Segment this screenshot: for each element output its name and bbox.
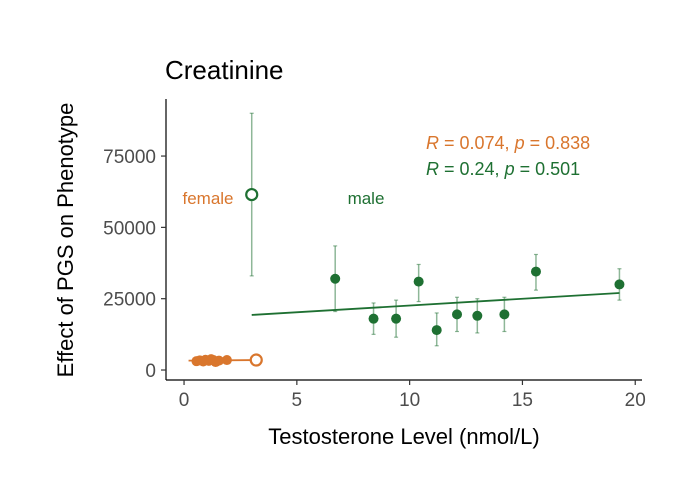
group-label-male: male bbox=[348, 189, 385, 208]
data-point-male bbox=[614, 279, 625, 290]
y-axis-ticks: 0 25000 50000 75000 bbox=[103, 147, 166, 382]
x-tick-label: 15 bbox=[512, 390, 533, 411]
y-tick-label: 25000 bbox=[103, 290, 156, 311]
outlier-point-male bbox=[245, 187, 259, 202]
group-label-female: female bbox=[182, 189, 233, 208]
x-axis-title: Testosterone Level (nmol/L) bbox=[268, 424, 539, 449]
data-point-male bbox=[368, 313, 379, 324]
fit-line-male bbox=[251, 292, 620, 316]
y-axis-title: Effect of PGS on Phenotype bbox=[53, 103, 78, 378]
y-tick-label: 50000 bbox=[103, 218, 156, 239]
x-tick-label: 20 bbox=[625, 390, 646, 411]
data-point-female bbox=[214, 355, 225, 366]
x-tick-label: 10 bbox=[399, 390, 420, 411]
annotation-female-p-label: p bbox=[514, 133, 525, 153]
y-tick-label: 75000 bbox=[103, 147, 156, 168]
annotation-female-p-value: = 0.838 bbox=[525, 133, 591, 153]
series-male bbox=[245, 112, 625, 347]
annotation-male-stats: R = 0.24, p = 0.501 bbox=[426, 159, 580, 179]
annotation-male-r-label: R bbox=[426, 159, 439, 179]
y-tick-label: 0 bbox=[145, 361, 156, 382]
x-tick-label: 0 bbox=[179, 390, 190, 411]
annotation-female-r-value: = 0.074, bbox=[439, 133, 515, 153]
data-point-male bbox=[431, 325, 442, 336]
annotation-male-p-value: = 0.501 bbox=[515, 159, 581, 179]
outlier-point-female bbox=[249, 353, 263, 367]
x-axis-ticks: 0 5 10 15 20 bbox=[179, 380, 646, 411]
data-point-male bbox=[452, 309, 463, 320]
annotation-male-p-label: p bbox=[504, 159, 515, 179]
annotation-female-r-label: R bbox=[426, 133, 439, 153]
annotation-male-r-value: = 0.24, bbox=[439, 159, 505, 179]
data-point-female bbox=[221, 355, 232, 366]
data-point-male bbox=[391, 313, 402, 324]
x-tick-label: 5 bbox=[292, 390, 303, 411]
chart-title: Creatinine bbox=[165, 55, 284, 85]
annotation-female-stats: R = 0.074, p = 0.838 bbox=[426, 133, 590, 153]
series-female bbox=[188, 353, 263, 368]
data-point-male bbox=[413, 276, 424, 287]
data-point-male bbox=[330, 273, 341, 284]
data-point-male bbox=[472, 310, 483, 321]
plot-area bbox=[188, 112, 625, 368]
data-point-male bbox=[499, 309, 510, 320]
data-point-male bbox=[530, 266, 541, 277]
